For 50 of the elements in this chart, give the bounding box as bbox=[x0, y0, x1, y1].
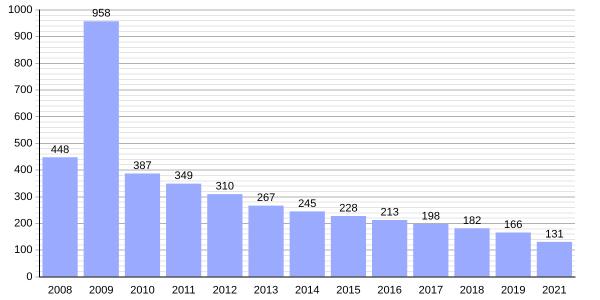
y-tick-label: 700 bbox=[14, 84, 32, 96]
x-tick-label: 2012 bbox=[212, 284, 238, 296]
bar bbox=[124, 174, 160, 276]
x-tick-label: 2008 bbox=[48, 284, 72, 296]
bar bbox=[372, 220, 408, 276]
bar bbox=[454, 228, 490, 276]
x-tick-label: 2011 bbox=[172, 284, 196, 296]
x-tick-label: 2009 bbox=[89, 284, 114, 296]
bar bbox=[166, 184, 202, 276]
y-tick-label: 500 bbox=[14, 137, 32, 150]
y-tick-label: 100 bbox=[14, 244, 32, 256]
y-tick-label: 200 bbox=[14, 217, 32, 230]
bar bbox=[413, 224, 448, 276]
data-label: 245 bbox=[298, 198, 316, 210]
bar bbox=[290, 211, 325, 276]
data-label: 349 bbox=[174, 170, 193, 182]
x-tick-label: 2019 bbox=[500, 284, 526, 296]
y-tick-label: 600 bbox=[14, 110, 32, 123]
bar bbox=[207, 194, 242, 276]
bar bbox=[496, 232, 531, 276]
x-tick-label: 2010 bbox=[130, 284, 155, 296]
data-label: 166 bbox=[504, 219, 522, 232]
data-label: 213 bbox=[380, 206, 399, 219]
bar bbox=[536, 242, 572, 276]
data-label: 958 bbox=[92, 8, 110, 20]
y-tick-label: 400 bbox=[14, 164, 32, 176]
data-label: 131 bbox=[545, 228, 564, 240]
data-label: 182 bbox=[462, 214, 482, 227]
bar bbox=[330, 216, 366, 276]
data-label: 310 bbox=[216, 180, 234, 193]
y-tick-label: 300 bbox=[14, 190, 32, 203]
bar bbox=[84, 21, 119, 276]
x-tick-label: 2015 bbox=[336, 284, 361, 296]
data-label: 198 bbox=[422, 210, 440, 223]
y-tick-label: 1000 bbox=[8, 4, 32, 16]
bar bbox=[248, 206, 284, 276]
x-tick-label: 2016 bbox=[377, 284, 402, 296]
y-tick-label: 800 bbox=[14, 57, 32, 70]
x-tick-label: 2013 bbox=[254, 284, 278, 296]
data-label: 387 bbox=[133, 160, 152, 172]
y-tick-label: 900 bbox=[14, 30, 32, 43]
x-tick-label: 2021 bbox=[542, 284, 567, 296]
bar bbox=[42, 157, 78, 276]
x-tick-label: 2017 bbox=[418, 284, 444, 296]
data-label: 267 bbox=[256, 192, 276, 204]
x-tick-label: 2014 bbox=[294, 284, 320, 296]
data-label: 448 bbox=[50, 144, 70, 156]
x-tick-label: 2018 bbox=[460, 284, 484, 296]
data-label: 228 bbox=[339, 202, 358, 214]
y-tick-label: 0 bbox=[26, 270, 32, 283]
